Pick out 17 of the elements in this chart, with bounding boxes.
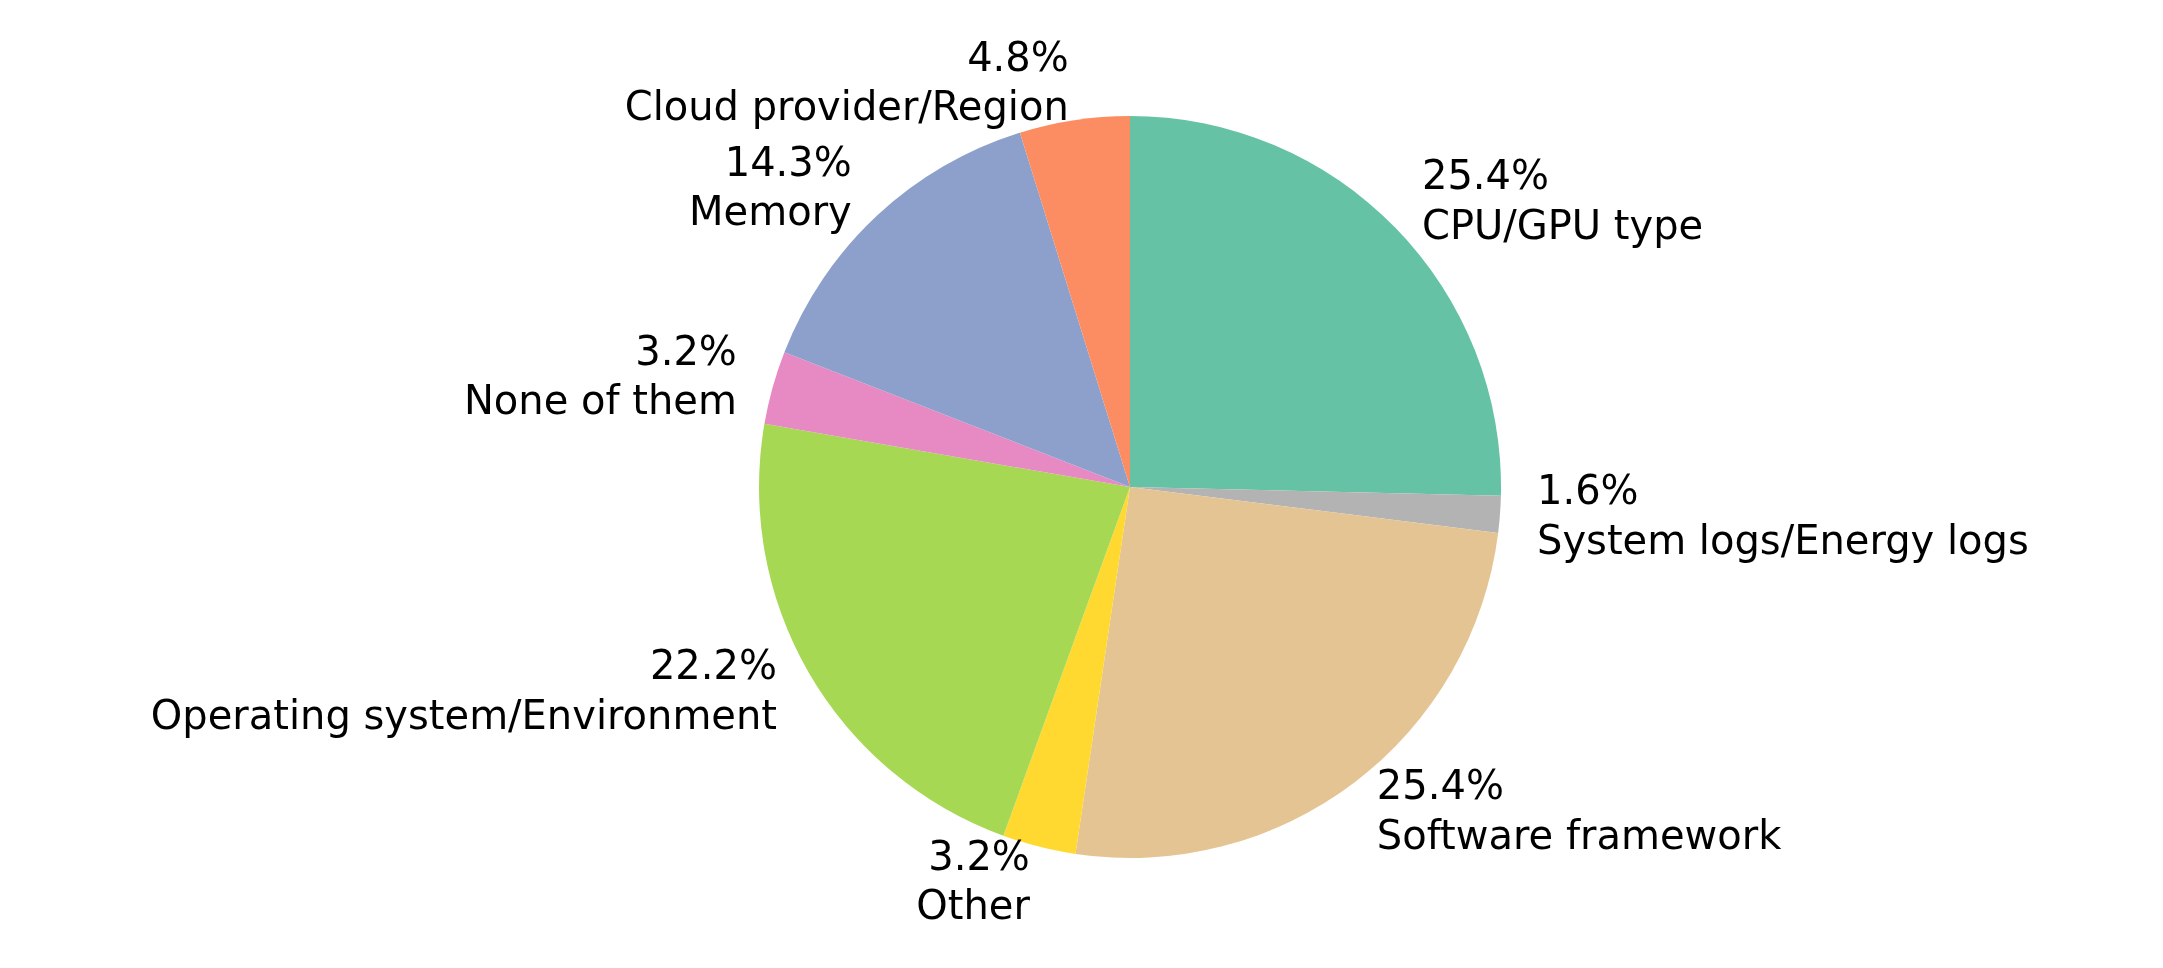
slice-label: Other xyxy=(916,882,1031,929)
slice-label: Software framework xyxy=(1376,811,1783,858)
data-label: 14.3% xyxy=(724,138,852,185)
data-label: 4.8% xyxy=(967,33,1069,80)
data-label: 25.4% xyxy=(1376,762,1504,809)
slice-label: Memory xyxy=(689,188,852,235)
data-label: 25.4% xyxy=(1421,152,1550,199)
slice-label: None of them xyxy=(463,377,737,424)
data-label: 22.2% xyxy=(649,641,777,688)
slice-label: System logs/Energy logs xyxy=(1536,516,2029,563)
slice-label: Cloud provider/Region xyxy=(624,83,1069,130)
slice-label: CPU/GPU type xyxy=(1421,201,1704,248)
data-label: 3.2% xyxy=(928,832,1030,879)
pie-slice xyxy=(764,352,1130,487)
data-label: 3.2% xyxy=(635,327,737,374)
slice-label: Operating system/Environment xyxy=(150,691,777,738)
data-label: 1.6% xyxy=(1536,467,1639,514)
